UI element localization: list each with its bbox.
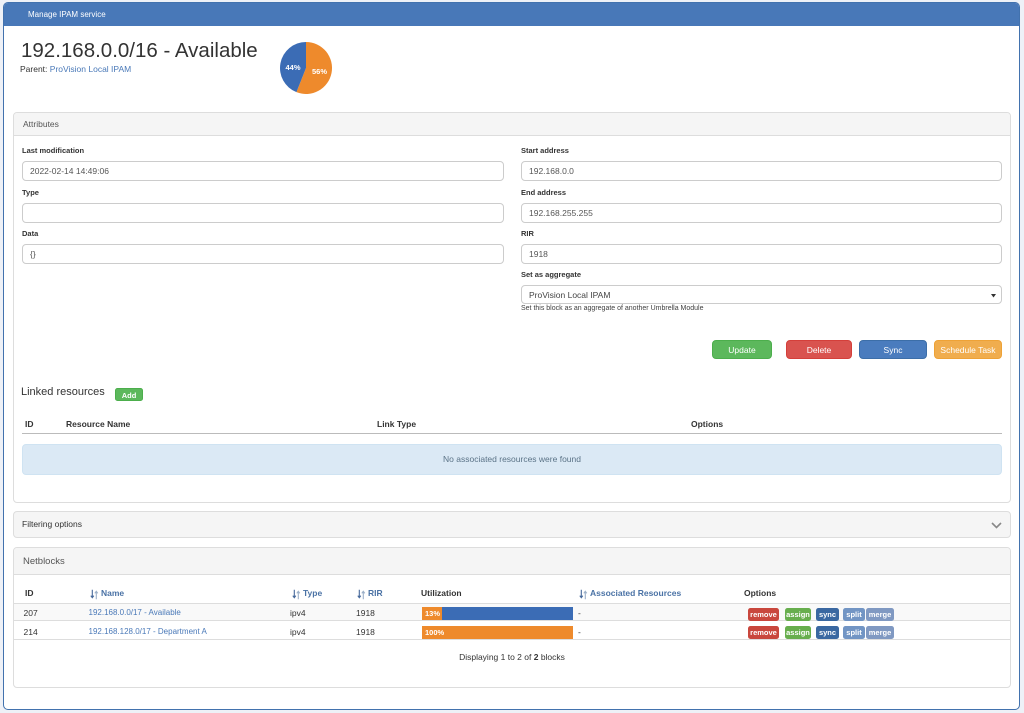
- svg-text:44%: 44%: [285, 63, 300, 72]
- svg-text:56%: 56%: [312, 67, 327, 76]
